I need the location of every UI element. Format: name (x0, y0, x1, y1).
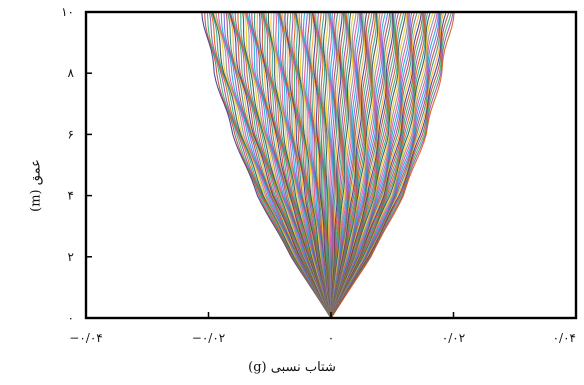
series-line (330, 11, 386, 319)
series-line (330, 11, 368, 319)
y-tick-label: ۲ (68, 250, 74, 264)
series-line (330, 11, 402, 319)
x-tick-label: ۰/۰۲ (442, 331, 465, 345)
y-tick-label: ۶ (68, 127, 74, 141)
series-line (330, 11, 455, 319)
series-line (330, 11, 371, 319)
series-line (330, 11, 337, 319)
series-line (330, 11, 352, 319)
series-line (330, 11, 384, 319)
series-line (317, 11, 332, 319)
x-axis: −۰/۰۴ −۰/۰۲ ۰ ۰/۰۲ ۰/۰۴ (69, 312, 577, 345)
series-line (330, 11, 357, 319)
series-line (240, 11, 332, 319)
x-axis-label: شتاب نسبی (g) (248, 360, 336, 375)
series-line (220, 11, 332, 319)
series-line (330, 11, 415, 319)
x-tick-label: ۰ (328, 331, 334, 345)
series-line (330, 11, 434, 319)
series-line (330, 11, 341, 319)
series-line (251, 11, 332, 319)
y-tick-label: ۴ (68, 189, 74, 203)
y-tick-label: ۱۰ (61, 5, 74, 19)
series-line (330, 11, 400, 319)
series-line (300, 11, 332, 319)
series-line (302, 11, 332, 319)
series-line (330, 11, 355, 319)
series-line (284, 11, 332, 319)
y-tick-label: ۸ (68, 66, 75, 80)
series-line (270, 11, 332, 319)
x-tick-label: ۰/۰۴ (553, 331, 576, 345)
series-line (272, 11, 332, 319)
series-line (286, 11, 332, 319)
series-line (330, 11, 389, 319)
series-line (330, 11, 373, 319)
series-line (267, 11, 332, 319)
series-line (330, 11, 339, 319)
series-line (288, 11, 332, 319)
x-tick-label: −۰/۰۴ (69, 331, 102, 345)
y-axis-label: عمق (m) (28, 159, 44, 212)
series-line (319, 11, 332, 319)
series-line (321, 11, 332, 319)
x-tick-label: −۰/۰۲ (192, 331, 225, 345)
y-tick-label: ۰ (68, 311, 74, 325)
series-line (237, 11, 332, 319)
series-line (330, 11, 418, 319)
series-line (253, 11, 332, 319)
series-line (256, 11, 332, 319)
series-line (305, 11, 332, 319)
y-axis: ۰ ۲ ۴ ۶ ۸ ۱۰ (61, 5, 92, 325)
curves-group (201, 11, 455, 319)
